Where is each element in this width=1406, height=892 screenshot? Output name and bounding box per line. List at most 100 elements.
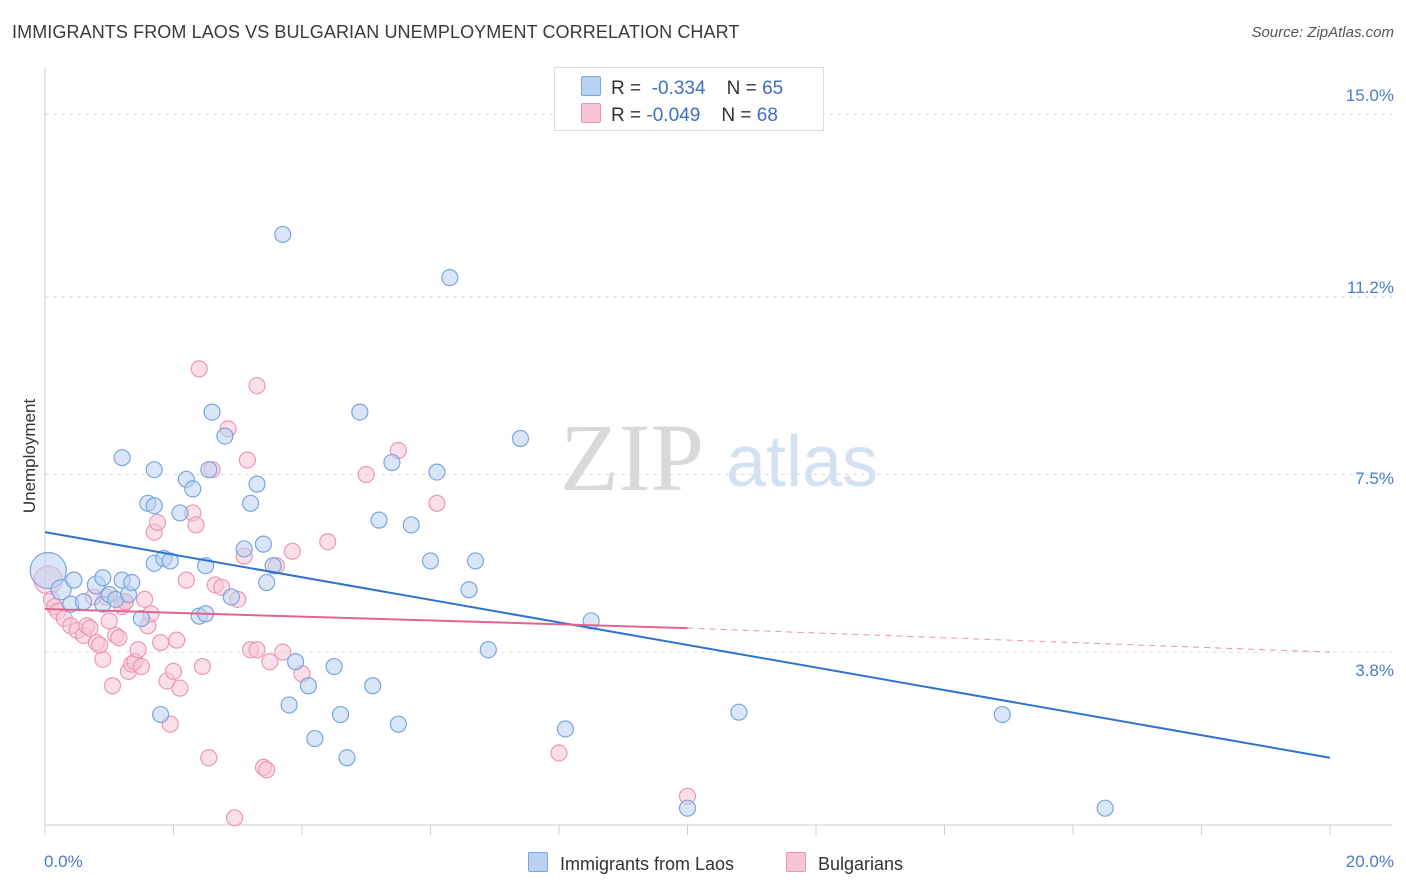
bottom-legend-laos: Immigrants from Laos	[528, 852, 734, 875]
laos-point-61	[152, 705, 170, 724]
watermark: ZIP atlas	[560, 404, 878, 511]
y-tick-11-2: 11.2%	[1347, 278, 1394, 297]
bulgarians-point-50	[258, 761, 276, 779]
laos-point-13	[132, 609, 150, 628]
laos-point-55	[556, 720, 575, 738]
bulgarians-point-43	[225, 809, 244, 827]
bulgarians-n-value: 68	[756, 105, 778, 126]
legend-row-laos: R = -0.334 N = 65	[581, 76, 783, 100]
bulgarians-point-9	[81, 619, 99, 637]
laos-point-26	[216, 427, 234, 445]
bulgarians-point-53	[274, 643, 292, 661]
laos-point-15	[145, 497, 163, 515]
laos-point-6	[94, 569, 112, 587]
x-tick-0: 0.0%	[44, 852, 83, 871]
laos-point-37	[299, 677, 318, 695]
y-tick-15: 15.0%	[1345, 86, 1394, 105]
gridlines	[45, 113, 1392, 653]
laos-point-43	[364, 677, 382, 695]
bulgarians-trend-line	[44, 607, 688, 630]
laos-point-58	[730, 703, 748, 721]
laos-point-3	[65, 571, 83, 589]
laos-point-19	[171, 504, 189, 522]
bottom-legend-bulgarians: Bulgarians	[786, 852, 903, 875]
laos-r-value: -0.334	[651, 78, 706, 99]
bulgarians-point-23	[135, 590, 154, 608]
correlation-legend: R = -0.334 N = 65 R = -0.049 N = 68	[554, 67, 824, 131]
laos-point-30	[248, 475, 266, 493]
watermark-zip: ZIP	[560, 404, 704, 511]
laos-point-38	[306, 729, 324, 748]
laos-point-51	[460, 581, 478, 599]
laos-point-64	[145, 461, 163, 479]
laos-point-39	[325, 657, 343, 676]
bulgarians-point-65	[91, 636, 109, 654]
bulgarians-point-37	[193, 657, 212, 676]
laos-point-36	[286, 653, 305, 671]
bulgarians-r-value: -0.049	[646, 105, 701, 126]
bulgarians-swatch	[581, 103, 601, 123]
bulgarians-point-54	[283, 542, 301, 560]
bulgarians-point-57	[357, 465, 375, 484]
bulgarians-point-27	[148, 513, 167, 532]
laos-point-27	[222, 588, 240, 606]
bulgarians-point-38	[200, 749, 218, 767]
laos-point-33	[264, 557, 282, 575]
laos-point-21	[184, 480, 202, 498]
laos-point-31	[254, 535, 273, 553]
laos-point-35	[280, 696, 298, 714]
laos-point-49	[428, 463, 446, 481]
laos-point-28	[235, 540, 253, 558]
bulgarians-legend-swatch	[786, 852, 806, 872]
laos-point-24	[200, 461, 218, 479]
legend-row-bulgarians: R = -0.049 N = 68	[581, 103, 778, 127]
source-label: Source: ZipAtlas.com	[1251, 24, 1394, 41]
laos-point-41	[338, 749, 356, 767]
bulgarians-point-48	[248, 641, 266, 659]
laos-point-57	[678, 799, 697, 817]
laos-point-4	[74, 593, 93, 611]
bulgarians-point-14	[103, 677, 122, 695]
trend-lines	[44, 531, 1331, 759]
laos-point-45	[383, 453, 401, 472]
y-tick-7-5: 7.5%	[1355, 469, 1394, 488]
laos-point-59	[993, 705, 1011, 724]
bulgarians-point-22	[132, 657, 150, 676]
laos-point-44	[370, 511, 388, 529]
bulgarians-point-28	[152, 633, 170, 652]
laos-trend-line	[44, 531, 1331, 759]
laos-point-0	[29, 551, 67, 590]
bulgarians-point-51	[261, 653, 279, 671]
laos-point-63	[113, 449, 131, 467]
bulgarians-point-63	[110, 629, 128, 647]
laos-points	[29, 225, 1114, 817]
bulgarians-point-36	[190, 360, 208, 378]
bulgarians-point-21	[129, 641, 147, 659]
laos-point-32	[258, 573, 276, 592]
laos-point-53	[479, 641, 497, 659]
laos-point-47	[402, 516, 420, 534]
laos-n-value: 65	[762, 78, 784, 99]
bulgarians-point-60	[248, 377, 266, 395]
bulgarians-point-33	[177, 571, 195, 589]
laos-point-40	[331, 705, 350, 724]
x-tick-20: 20.0%	[1345, 852, 1394, 871]
laos-point-42	[351, 403, 369, 421]
bulgarians-point-46	[238, 451, 256, 469]
laos-point-25	[203, 403, 221, 421]
laos-swatch	[581, 76, 601, 96]
laos-legend-swatch	[528, 852, 548, 872]
laos-point-29	[242, 494, 260, 512]
axes	[44, 68, 1392, 835]
laos-point-60	[1096, 799, 1114, 817]
bulgarians-point-32	[171, 679, 189, 697]
chart-title: IMMIGRANTS FROM LAOS VS BULGARIAN UNEMPL…	[12, 22, 740, 42]
laos-point-1	[50, 579, 72, 601]
laos-point-52	[466, 552, 485, 570]
bulgarians-trend-extension	[687, 627, 1331, 653]
y-tick-3-8: 3.8%	[1355, 661, 1394, 680]
bulgarians-point-13	[100, 612, 118, 630]
laos-point-18	[161, 552, 179, 570]
laos-point-12	[123, 573, 141, 592]
bulgarians-point-61	[550, 744, 568, 762]
